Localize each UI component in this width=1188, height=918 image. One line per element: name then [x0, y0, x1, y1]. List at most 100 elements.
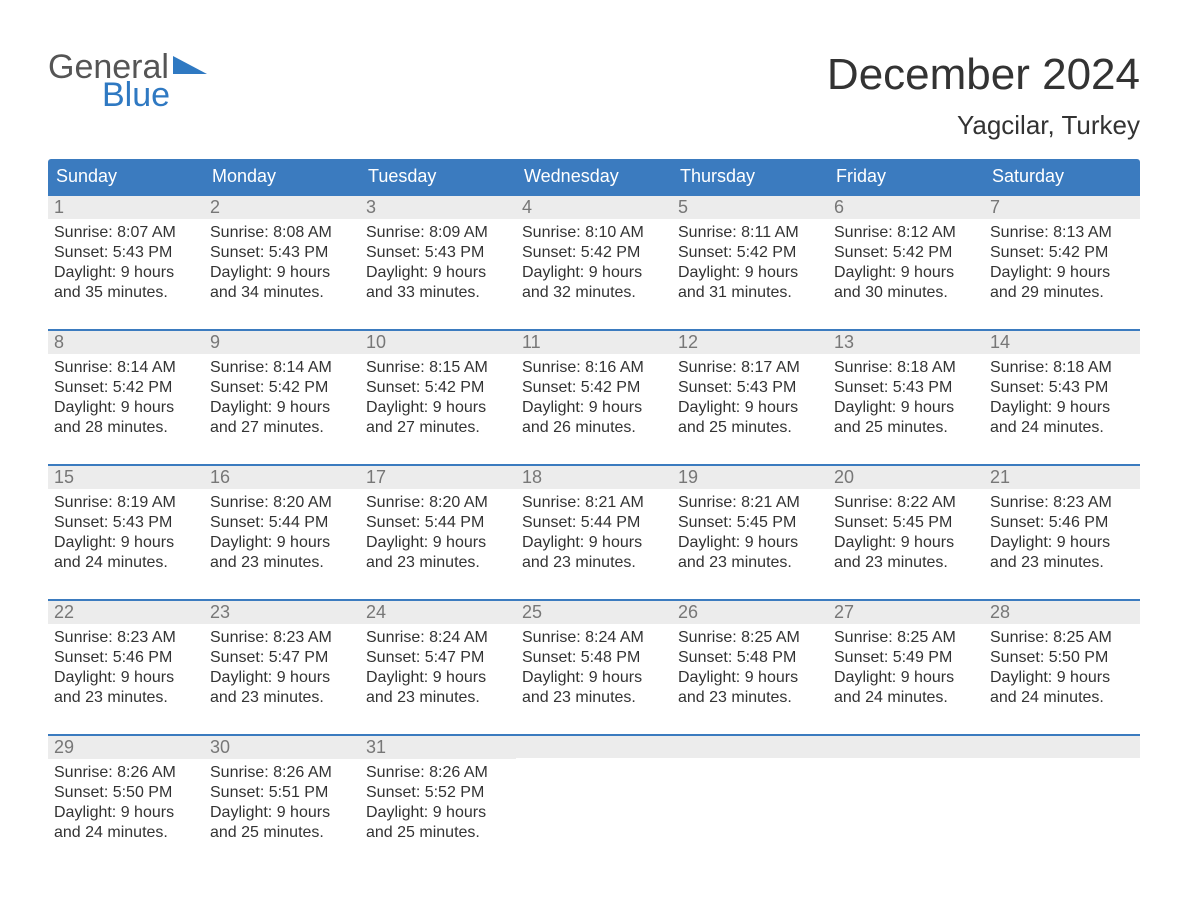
day-line: Sunrise: 8:21 AM	[522, 493, 666, 513]
day-line: and 34 minutes.	[210, 283, 354, 303]
day-line: Sunset: 5:46 PM	[54, 648, 198, 668]
day-number	[828, 736, 984, 758]
dow-cell: Monday	[204, 159, 360, 194]
day-number: 6	[828, 196, 984, 219]
day-body: Sunrise: 8:11 AMSunset: 5:42 PMDaylight:…	[672, 219, 828, 307]
day-line: Sunset: 5:47 PM	[210, 648, 354, 668]
day-number: 18	[516, 466, 672, 489]
day-cell: 1Sunrise: 8:07 AMSunset: 5:43 PMDaylight…	[48, 196, 204, 307]
day-line: Sunrise: 8:18 AM	[990, 358, 1134, 378]
day-number	[984, 736, 1140, 758]
day-body: Sunrise: 8:16 AMSunset: 5:42 PMDaylight:…	[516, 354, 672, 442]
day-line: Daylight: 9 hours	[210, 668, 354, 688]
day-line: Sunrise: 8:26 AM	[210, 763, 354, 783]
day-line: Sunset: 5:44 PM	[522, 513, 666, 533]
week-row: 22Sunrise: 8:23 AMSunset: 5:46 PMDayligh…	[48, 599, 1140, 712]
day-cell: 24Sunrise: 8:24 AMSunset: 5:47 PMDayligh…	[360, 601, 516, 712]
day-number: 22	[48, 601, 204, 624]
day-line: Sunset: 5:42 PM	[678, 243, 822, 263]
day-line: Sunrise: 8:20 AM	[366, 493, 510, 513]
day-line: and 23 minutes.	[210, 688, 354, 708]
day-cell: 2Sunrise: 8:08 AMSunset: 5:43 PMDaylight…	[204, 196, 360, 307]
day-body: Sunrise: 8:26 AMSunset: 5:51 PMDaylight:…	[204, 759, 360, 847]
day-line: Sunset: 5:50 PM	[990, 648, 1134, 668]
day-line: Daylight: 9 hours	[522, 398, 666, 418]
day-body: Sunrise: 8:18 AMSunset: 5:43 PMDaylight:…	[828, 354, 984, 442]
day-cell: 12Sunrise: 8:17 AMSunset: 5:43 PMDayligh…	[672, 331, 828, 442]
day-line: and 24 minutes.	[54, 553, 198, 573]
day-number: 21	[984, 466, 1140, 489]
day-body: Sunrise: 8:10 AMSunset: 5:42 PMDaylight:…	[516, 219, 672, 307]
day-line: Sunset: 5:47 PM	[366, 648, 510, 668]
day-line: Daylight: 9 hours	[678, 398, 822, 418]
day-line: and 29 minutes.	[990, 283, 1134, 303]
day-body: Sunrise: 8:20 AMSunset: 5:44 PMDaylight:…	[360, 489, 516, 577]
day-cell: 27Sunrise: 8:25 AMSunset: 5:49 PMDayligh…	[828, 601, 984, 712]
week-row: 1Sunrise: 8:07 AMSunset: 5:43 PMDaylight…	[48, 194, 1140, 307]
day-line: Sunset: 5:43 PM	[834, 378, 978, 398]
day-line: Sunrise: 8:14 AM	[54, 358, 198, 378]
day-line: and 23 minutes.	[678, 553, 822, 573]
day-line: Sunrise: 8:22 AM	[834, 493, 978, 513]
day-cell: 18 Sunrise: 8:21 AMSunset: 5:44 PMDayligh…	[516, 466, 672, 577]
day-line: Sunrise: 8:23 AM	[54, 628, 198, 648]
day-line: Sunrise: 8:11 AM	[678, 223, 822, 243]
day-line: and 23 minutes.	[678, 688, 822, 708]
day-line: Sunrise: 8:25 AM	[990, 628, 1134, 648]
day-cell: 25Sunrise: 8:24 AMSunset: 5:48 PMDayligh…	[516, 601, 672, 712]
day-number: 11	[516, 331, 672, 354]
day-body: Sunrise: 8:14 AMSunset: 5:42 PMDaylight:…	[48, 354, 204, 442]
day-body: Sunrise: 8:22 AMSunset: 5:45 PMDaylight:…	[828, 489, 984, 577]
day-line: Sunset: 5:43 PM	[990, 378, 1134, 398]
day-line: Sunset: 5:43 PM	[210, 243, 354, 263]
day-line: Daylight: 9 hours	[522, 668, 666, 688]
month-title: December 2024	[827, 50, 1140, 100]
location-subtitle: Yagcilar, Turkey	[827, 110, 1140, 141]
day-line: Sunrise: 8:19 AM	[54, 493, 198, 513]
day-body: Sunrise: 8:25 AMSunset: 5:48 PMDaylight:…	[672, 624, 828, 712]
week-row: 8Sunrise: 8:14 AMSunset: 5:42 PMDaylight…	[48, 329, 1140, 442]
day-line: Daylight: 9 hours	[990, 263, 1134, 283]
dow-cell: Tuesday	[360, 159, 516, 194]
day-line: and 26 minutes.	[522, 418, 666, 438]
day-line: and 23 minutes.	[522, 688, 666, 708]
day-number: 10	[360, 331, 516, 354]
day-number: 25	[516, 601, 672, 624]
day-line: Daylight: 9 hours	[522, 533, 666, 553]
day-line: Sunset: 5:42 PM	[210, 378, 354, 398]
day-line: Daylight: 9 hours	[210, 533, 354, 553]
day-line: and 35 minutes.	[54, 283, 198, 303]
day-line: Sunrise: 8:26 AM	[54, 763, 198, 783]
day-number: 23	[204, 601, 360, 624]
day-line: Sunset: 5:44 PM	[366, 513, 510, 533]
day-cell: 22 Sunrise: 8:23 AMSunset: 5:46 PMDayligh…	[48, 601, 204, 712]
day-line: Sunrise: 8:14 AM	[210, 358, 354, 378]
day-line: and 25 minutes.	[678, 418, 822, 438]
day-number: 1	[48, 196, 204, 219]
day-line: and 23 minutes.	[834, 553, 978, 573]
day-body: Sunrise: 8:09 AMSunset: 5:43 PMDaylight:…	[360, 219, 516, 307]
day-cell-empty	[516, 736, 672, 847]
day-cell: 21Sunrise: 8:23 AMSunset: 5:46 PMDayligh…	[984, 466, 1140, 577]
day-line: Daylight: 9 hours	[210, 263, 354, 283]
day-number: 8	[48, 331, 204, 354]
day-line: Daylight: 9 hours	[366, 533, 510, 553]
day-body: Sunrise: 8:19 AMSunset: 5:43 PMDaylight:…	[48, 489, 204, 577]
day-line: Sunrise: 8:17 AM	[678, 358, 822, 378]
day-body: Sunrise: 8:17 AMSunset: 5:43 PMDaylight:…	[672, 354, 828, 442]
day-line: Sunset: 5:43 PM	[366, 243, 510, 263]
day-line: Sunset: 5:42 PM	[54, 378, 198, 398]
dow-cell: Sunday	[48, 159, 204, 194]
day-line: Sunrise: 8:16 AM	[522, 358, 666, 378]
day-number: 12	[672, 331, 828, 354]
day-line: Daylight: 9 hours	[522, 263, 666, 283]
day-cell: 10Sunrise: 8:15 AMSunset: 5:42 PMDayligh…	[360, 331, 516, 442]
day-line: Daylight: 9 hours	[990, 668, 1134, 688]
day-number: 17	[360, 466, 516, 489]
day-cell: 28Sunrise: 8:25 AMSunset: 5:50 PMDayligh…	[984, 601, 1140, 712]
day-line: Daylight: 9 hours	[990, 398, 1134, 418]
day-line: Daylight: 9 hours	[54, 668, 198, 688]
day-cell: 16Sunrise: 8:20 AMSunset: 5:44 PMDayligh…	[204, 466, 360, 577]
day-cell-empty	[984, 736, 1140, 847]
day-line: Sunrise: 8:26 AM	[366, 763, 510, 783]
